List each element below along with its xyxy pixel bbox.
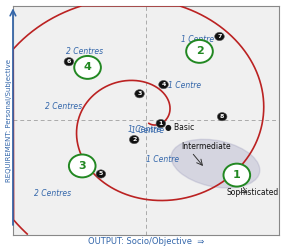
Circle shape (69, 154, 95, 177)
Circle shape (129, 136, 139, 144)
Y-axis label: REQUIREMENT: Personal/Subjective: REQUIREMENT: Personal/Subjective (6, 59, 12, 182)
Text: 2 Centres: 2 Centres (34, 189, 71, 198)
Circle shape (64, 57, 74, 66)
Text: Intermediate: Intermediate (181, 142, 230, 151)
Text: Sophisticated: Sophisticated (226, 188, 278, 197)
Text: 1 Centre: 1 Centre (128, 125, 161, 134)
Text: 1 Centre: 1 Centre (146, 154, 179, 164)
Text: ● Basic: ● Basic (165, 123, 194, 132)
Text: 1: 1 (159, 121, 163, 126)
Text: 3: 3 (137, 91, 142, 96)
Text: 1 Centre: 1 Centre (181, 36, 214, 44)
Circle shape (74, 56, 101, 79)
Text: 7: 7 (217, 34, 222, 39)
Text: 1: 1 (233, 170, 241, 180)
Text: 8: 8 (220, 114, 224, 119)
Circle shape (135, 90, 144, 98)
Text: 6: 6 (67, 59, 71, 64)
Circle shape (96, 170, 106, 178)
Circle shape (223, 164, 250, 186)
Text: 2: 2 (132, 137, 136, 142)
Text: 5: 5 (99, 171, 103, 176)
Text: 1 Centre: 1 Centre (168, 81, 201, 90)
Text: 2 Centres: 2 Centres (45, 102, 82, 111)
Text: 2 Centres: 2 Centres (66, 47, 103, 56)
Text: 3: 3 (79, 161, 86, 171)
Text: 4: 4 (161, 82, 166, 87)
Circle shape (215, 32, 224, 41)
Circle shape (159, 80, 168, 89)
Text: 4: 4 (84, 62, 91, 72)
Circle shape (186, 40, 213, 63)
Circle shape (156, 119, 166, 128)
X-axis label: OUTPUT: Socio/Objective  ⇒: OUTPUT: Socio/Objective ⇒ (88, 237, 204, 246)
Text: 1 Centre: 1 Centre (131, 126, 164, 135)
Ellipse shape (171, 139, 260, 188)
Circle shape (217, 113, 227, 121)
Text: 2: 2 (196, 46, 203, 56)
